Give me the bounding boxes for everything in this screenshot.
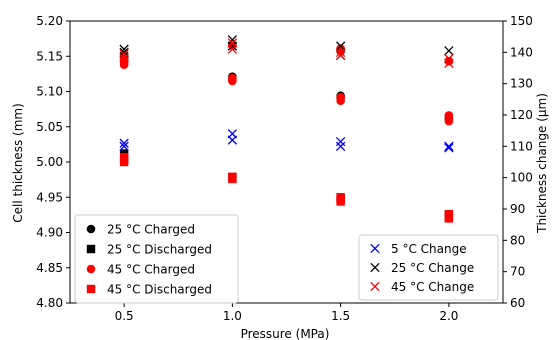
x-axis-label: Pressure (MPa) xyxy=(241,327,330,340)
point-right-s0-5 xyxy=(335,136,346,147)
legend-right-marker-1-stroke-b xyxy=(370,262,380,273)
point-right-s2-3 xyxy=(227,38,238,48)
legend-right-marker-0-stroke-b xyxy=(370,243,380,254)
legend-right-marker-1 xyxy=(370,262,380,273)
point-right-s0-0-stroke-b xyxy=(119,141,129,151)
point-right-s2-4 xyxy=(335,50,346,61)
point-right-s0-3 xyxy=(227,129,238,139)
legend-left-marker-3 xyxy=(86,284,96,294)
point-right-s0-1 xyxy=(119,138,129,148)
y-left-tick-label: 5.00 xyxy=(36,155,63,169)
point-right-s0-5-stroke-b xyxy=(335,136,346,147)
legend-right-marker-2-stroke-b xyxy=(370,281,380,292)
x-tick-label: 1.0 xyxy=(223,309,242,323)
point-right-s1-3-stroke-b xyxy=(227,35,238,45)
plot-area xyxy=(119,35,454,223)
point-right-s2-1-stroke-b xyxy=(119,49,129,59)
legend-left-marker-1 xyxy=(86,244,96,254)
point-left-s2-13 xyxy=(444,56,454,66)
point-right-s2-3-stroke-b xyxy=(227,38,238,48)
y-left-tick-label: 5.10 xyxy=(36,85,63,99)
point-right-s2-1 xyxy=(119,49,129,59)
legend-left-label-1: 25 °C Discharged xyxy=(107,243,212,257)
legend-left-label-3: 45 °C Discharged xyxy=(107,283,212,297)
point-right-s1-3 xyxy=(227,35,238,45)
legend-right-box xyxy=(358,234,499,301)
y-right-tick-label: 110 xyxy=(510,139,533,153)
point-right-s1-7 xyxy=(444,46,454,56)
y-right-tick-label: 90 xyxy=(510,202,525,216)
point-left-s2-7 xyxy=(336,92,345,102)
legend-left-label-2: 45 °C Charged xyxy=(107,263,195,277)
legend-left-marker-0 xyxy=(86,224,96,234)
point-right-s0-3-stroke-b xyxy=(227,129,238,139)
y-right-tick-label: 70 xyxy=(510,265,525,279)
point-left-s2-12 xyxy=(444,111,454,120)
point-right-s0-6 xyxy=(444,143,454,153)
y-axis-left-label: Cell thickness (mm) xyxy=(11,103,25,222)
y-left-tick-label: 4.85 xyxy=(36,261,63,275)
point-right-s0-0 xyxy=(119,141,129,151)
y-left-tick-label: 4.90 xyxy=(36,226,63,240)
y-right-tick-label: 150 xyxy=(510,14,533,28)
point-right-s0-7-stroke-b xyxy=(444,141,454,151)
y-axis-right-label: Thickness change (μm) xyxy=(535,93,549,234)
point-right-s2-5 xyxy=(335,47,346,57)
point-right-s2-7-stroke-b xyxy=(444,53,454,64)
y-right-tick-label: 130 xyxy=(510,77,533,91)
point-right-s1-7-stroke-b xyxy=(444,46,454,56)
y-left-tick-label: 4.80 xyxy=(36,296,63,310)
point-left-s3-2 xyxy=(119,152,129,162)
y-left-tick-label: 5.15 xyxy=(36,49,63,63)
y-right-tick-label: 120 xyxy=(510,108,533,122)
y-right-tick-label: 140 xyxy=(510,45,533,59)
point-left-s3-7 xyxy=(336,193,345,202)
legend-left-box xyxy=(74,214,239,304)
legend-left-label-0: 25 °C Charged xyxy=(107,223,195,237)
point-right-s2-5-stroke-b xyxy=(335,47,346,57)
legend-right-label-2: 45 °C Change xyxy=(391,280,474,294)
point-right-s2-4-stroke-b xyxy=(335,50,346,61)
point-right-s0-6-stroke-b xyxy=(444,143,454,153)
x-tick-label: 1.5 xyxy=(331,309,350,323)
legend-right-label-1: 25 °C Change xyxy=(391,261,474,275)
y-right-tick-label: 80 xyxy=(510,233,525,247)
point-right-s0-1-stroke-b xyxy=(119,138,129,148)
legend-right-marker-0 xyxy=(370,243,380,254)
point-left-s3-10 xyxy=(444,209,454,219)
y-left-tick-label: 5.20 xyxy=(36,14,63,28)
y-right-tick-label: 60 xyxy=(510,296,525,310)
legend-right: 5 °C Change 25 °C Change 45 °C Change xyxy=(358,234,499,301)
legend-right-label-0: 5 °C Change xyxy=(391,242,467,256)
x-tick-label: 0.5 xyxy=(115,309,134,323)
y-right-tick-label: 100 xyxy=(510,171,533,185)
point-left-s2-4 xyxy=(228,73,237,83)
point-right-s0-7 xyxy=(444,141,454,151)
point-left-s3-4 xyxy=(228,172,237,182)
legend-left: 25 °C Charged 25 °C Discharged 45 °C Charg… xyxy=(74,214,239,304)
y-left-tick-label: 5.05 xyxy=(36,120,63,134)
y-left-tick-label: 4.95 xyxy=(36,190,63,204)
axes: 0.5 1.0 1.5 2.0 4.80 4.85 4.90 4.95 5.00 5.05 5.10… xyxy=(36,14,533,323)
legend-left-marker-2 xyxy=(86,264,96,274)
point-right-s2-7 xyxy=(444,53,454,64)
legend-right-marker-2 xyxy=(370,281,380,292)
x-tick-label: 2.0 xyxy=(439,309,458,323)
